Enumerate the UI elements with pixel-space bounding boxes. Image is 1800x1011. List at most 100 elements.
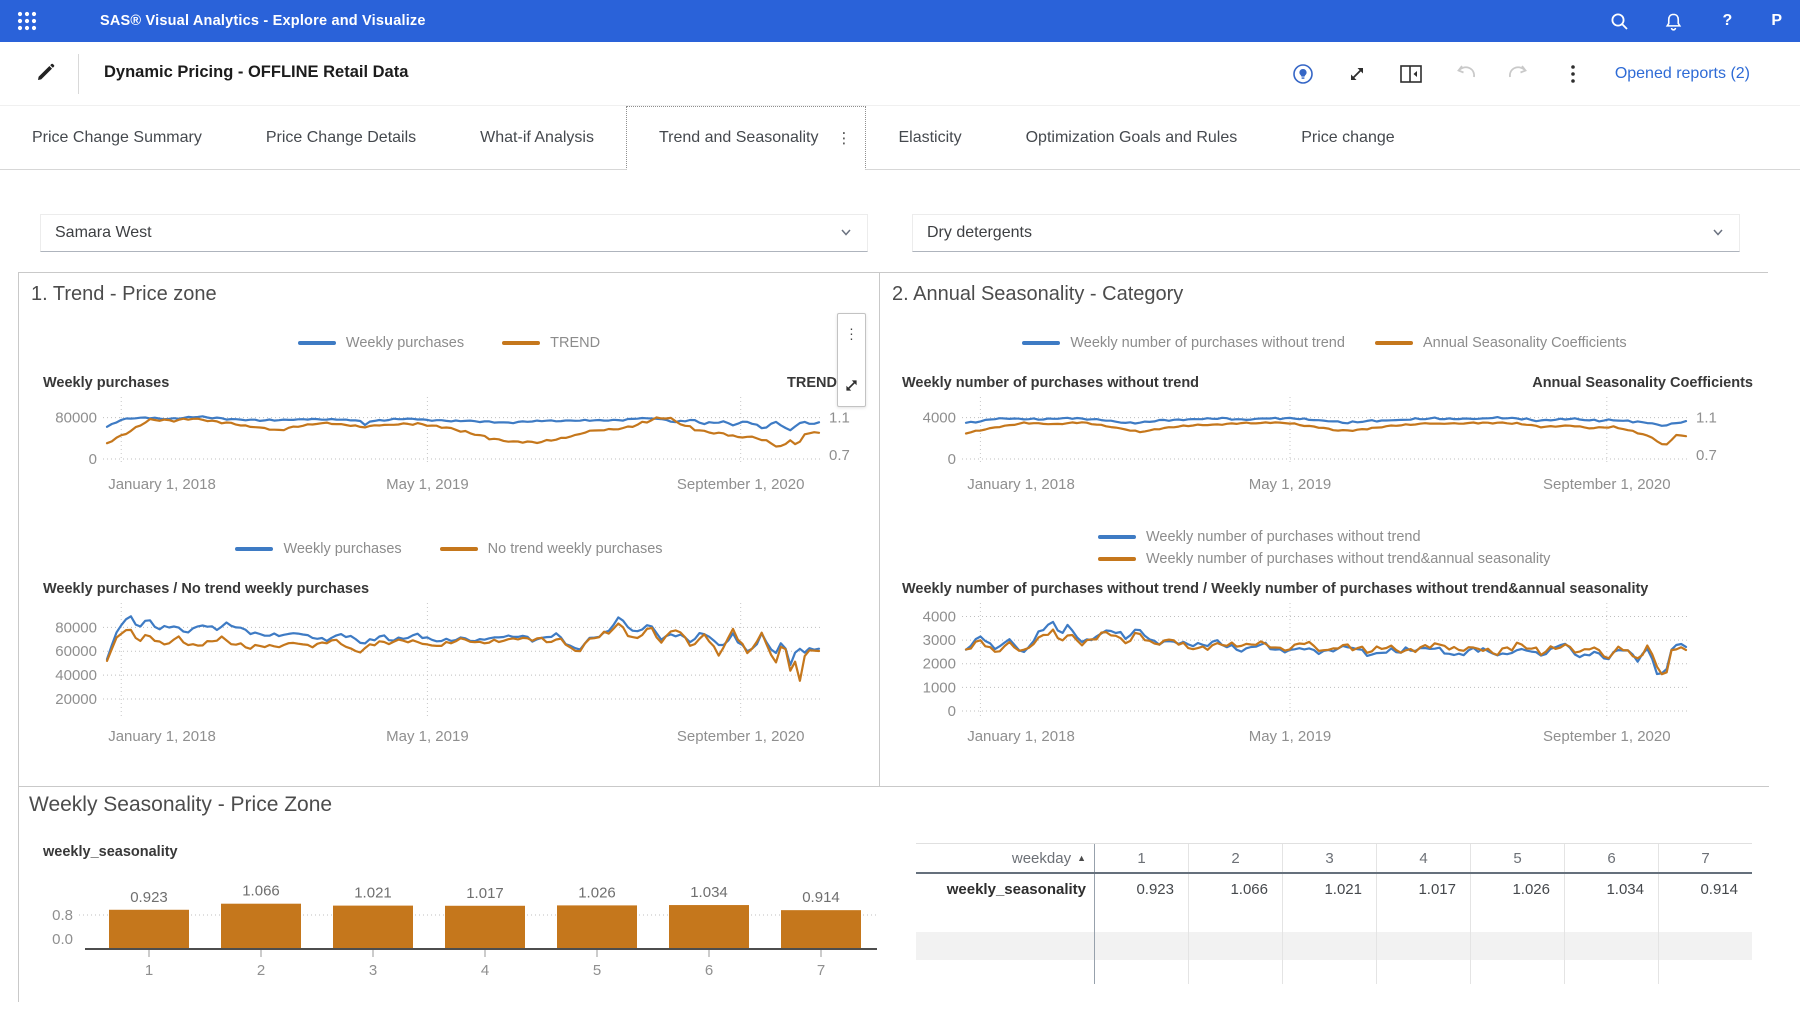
- legend-label: Weekly number of purchases without trend…: [1146, 551, 1550, 567]
- table-empty-cell: [1094, 932, 1188, 960]
- tab-price-change[interactable]: Price change: [1269, 106, 1426, 169]
- search-icon[interactable]: [1609, 11, 1629, 31]
- table-empty-cell: [1376, 960, 1470, 984]
- trend-line-chart[interactable]: 8000001.10.7January 1, 2018May 1, 2019Se…: [19, 393, 865, 497]
- user-avatar[interactable]: P: [1771, 12, 1782, 30]
- svg-text:40000: 40000: [55, 667, 97, 684]
- price-zone-dropdown[interactable]: Samara West: [40, 214, 868, 252]
- svg-text:September 1, 2020: September 1, 2020: [677, 728, 805, 745]
- fullscreen-expand-icon[interactable]: [1345, 62, 1369, 86]
- opened-reports-link[interactable]: Opened reports (2): [1615, 65, 1750, 83]
- bar-weekday-6[interactable]: [669, 905, 749, 949]
- svg-text:0.8: 0.8: [52, 907, 73, 924]
- legend-swatch: [1022, 341, 1060, 345]
- insights-icon[interactable]: [1291, 62, 1315, 86]
- legend-item-trend[interactable]: TREND: [502, 335, 600, 351]
- bar-weekday-7[interactable]: [781, 910, 861, 949]
- svg-text:1.021: 1.021: [354, 885, 392, 902]
- tab-what-if-analysis[interactable]: What-if Analysis: [448, 106, 626, 169]
- help-icon[interactable]: ?: [1717, 11, 1737, 31]
- chart-options-kebab-icon[interactable]: ···: [849, 326, 854, 341]
- svg-text:4000: 4000: [923, 608, 956, 625]
- table-header-cell-6[interactable]: 6: [1564, 844, 1658, 872]
- table-empty-row: [916, 932, 1752, 960]
- bar-weekday-3[interactable]: [333, 906, 413, 949]
- tab-price-change-details[interactable]: Price Change Details: [234, 106, 448, 169]
- table-header-cell-5[interactable]: 5: [1470, 844, 1564, 872]
- legend-item-weekly-purchases[interactable]: Weekly purchases: [235, 541, 401, 557]
- svg-text:0.923: 0.923: [130, 889, 168, 906]
- legend-item-annual-seasonality-coefficients[interactable]: Annual Seasonality Coefficients: [1375, 335, 1627, 351]
- report-toolbar: Dynamic Pricing - OFFLINE Retail Data: [0, 42, 1800, 106]
- table-header-cell-4[interactable]: 4: [1376, 844, 1470, 872]
- legend-swatch: [235, 547, 273, 551]
- tab-trend-and-seasonality[interactable]: Trend and Seasonality ⋮: [626, 106, 867, 170]
- legend-swatch: [440, 547, 478, 551]
- table-header-cell-weekday[interactable]: weekday▲: [916, 844, 1094, 872]
- panel-title: Weekly Seasonality - Price Zone: [29, 793, 332, 817]
- legend-swatch: [1098, 557, 1136, 561]
- legend-annual-seasonality-chart: Weekly number of purchases without trend…: [880, 335, 1769, 351]
- table-empty-cell: [1188, 960, 1282, 984]
- svg-text:January 1, 2018: January 1, 2018: [108, 728, 216, 745]
- category-dropdown[interactable]: Dry detergents: [912, 214, 1740, 252]
- bar-weekday-2[interactable]: [221, 904, 301, 949]
- table-empty-cell: [916, 960, 1094, 984]
- seasonality-compare-line-chart[interactable]: 40003000200010000January 1, 2018May 1, 2…: [880, 599, 1760, 753]
- svg-text:1.034: 1.034: [690, 884, 728, 901]
- svg-text:May 1, 2019: May 1, 2019: [386, 476, 469, 493]
- weekly-seasonality-bar-chart[interactable]: 0.80.00.92311.06621.02131.01741.02651.03…: [35, 857, 885, 989]
- legend-swatch: [1098, 535, 1136, 539]
- table-header-cell-3[interactable]: 3: [1282, 844, 1376, 872]
- panel-trend-price-zone: 1. Trend - Price zone Weekly purchasesTR…: [19, 273, 880, 786]
- table-empty-cell: [1094, 960, 1188, 984]
- legend-item-weekly-number-of-purchases-without-trend-annual-seasonality[interactable]: Weekly number of purchases without trend…: [1098, 551, 1550, 567]
- tab-price-change-summary[interactable]: Price Change Summary: [0, 106, 234, 169]
- tab-elasticity[interactable]: Elasticity: [866, 106, 993, 169]
- table-header-cell-1[interactable]: 1: [1094, 844, 1188, 872]
- table-empty-cell: [1658, 904, 1752, 932]
- svg-text:2: 2: [257, 962, 265, 979]
- toggle-panel-icon[interactable]: [1399, 62, 1423, 86]
- tab-optimization-goals-and-rules[interactable]: Optimization Goals and Rules: [994, 106, 1270, 169]
- series-weekly-number-of-purchases-without-trend: [966, 622, 1686, 674]
- bar-weekday-1[interactable]: [109, 910, 189, 949]
- notifications-bell-icon[interactable]: [1663, 11, 1683, 31]
- edit-pencil-icon[interactable]: [34, 62, 56, 84]
- more-options-kebab-icon[interactable]: [1561, 62, 1585, 86]
- table-header-cell-7[interactable]: 7: [1658, 844, 1752, 872]
- weekly-seasonality-table: weekday▲1234567weekly_seasonality0.9231.…: [916, 843, 1752, 984]
- category-dropdown-value: Dry detergents: [927, 224, 1032, 242]
- legend-swatch: [298, 341, 336, 345]
- app-switcher-icon[interactable]: [14, 8, 40, 34]
- table-header-cell-2[interactable]: 2: [1188, 844, 1282, 872]
- table-empty-cell: [1564, 932, 1658, 960]
- svg-text:May 1, 2019: May 1, 2019: [386, 728, 469, 745]
- sas-visual-analytics-app: SAS® Visual Analytics - Explore and Visu…: [0, 0, 1800, 1011]
- legend-item-no-trend-weekly-purchases[interactable]: No trend weekly purchases: [440, 541, 663, 557]
- legend-label: Weekly number of purchases without trend: [1146, 529, 1421, 545]
- table-empty-cell: [1282, 960, 1376, 984]
- series-weekly-number-of-purchases-without-trend-annual-seasonality: [966, 630, 1686, 675]
- tab-options-kebab-icon[interactable]: ⋮: [836, 132, 851, 145]
- y-axis-title: Weekly number of purchases without trend…: [902, 581, 1648, 597]
- legend-item-weekly-number-of-purchases-without-trend[interactable]: Weekly number of purchases without trend: [1022, 335, 1345, 351]
- no-trend-line-chart[interactable]: 80000600004000020000January 1, 2018May 1…: [19, 599, 865, 753]
- redo-icon[interactable]: [1507, 62, 1531, 86]
- legend-item-weekly-purchases[interactable]: Weekly purchases: [298, 335, 464, 351]
- legend-no-trend-chart: Weekly purchases No trend weekly purchase…: [19, 541, 879, 557]
- svg-text:0.7: 0.7: [829, 447, 850, 464]
- report-canvas: 1. Trend - Price zone Weekly purchasesTR…: [18, 272, 1768, 1002]
- svg-text:1000: 1000: [923, 679, 956, 696]
- table-cell: 0.923: [1094, 874, 1188, 904]
- y-axis-title: Weekly purchases / No trend weekly purch…: [43, 581, 369, 597]
- bar-weekday-5[interactable]: [557, 905, 637, 949]
- svg-text:20000: 20000: [55, 691, 97, 708]
- undo-icon[interactable]: [1453, 62, 1477, 86]
- svg-text:0: 0: [948, 451, 956, 468]
- chart-maximize-icon[interactable]: [843, 377, 860, 394]
- legend-item-weekly-number-of-purchases-without-trend[interactable]: Weekly number of purchases without trend: [1098, 529, 1421, 545]
- annual-seasonality-line-chart[interactable]: 400001.10.7January 1, 2018May 1, 2019Sep…: [880, 393, 1760, 497]
- bar-weekday-4[interactable]: [445, 906, 525, 949]
- table-empty-cell: [1376, 904, 1470, 932]
